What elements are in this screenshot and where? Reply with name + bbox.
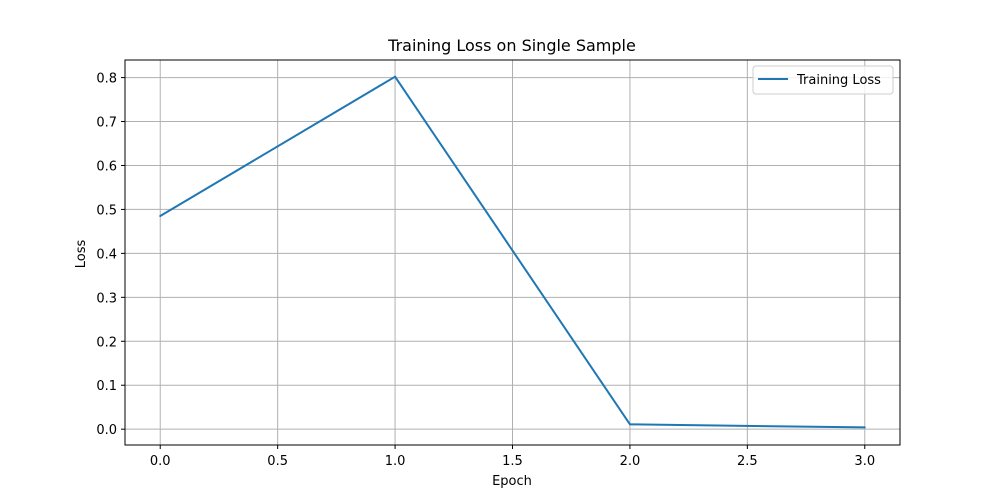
legend: Training Loss [752,65,894,95]
chart-title: Training Loss on Single Sample [387,36,636,55]
data-point [159,215,162,218]
y-tick-label: 0.6 [96,159,117,174]
data-point [628,423,631,426]
y-tick-label: 0.5 [96,203,117,218]
x-tick-label: 3.0 [854,454,875,469]
x-axis-label: Epoch [492,474,532,489]
y-axis: 0.0 0.1 0.2 0.3 0.4 0.5 0.6 0.7 0.8 [96,72,125,438]
x-tick-label: 1.0 [385,454,406,469]
plot-area [124,59,901,446]
x-tick-label: 0.5 [267,454,288,469]
series-layer [159,75,866,429]
y-tick-label: 0.0 [96,423,117,438]
y-tick-label: 0.8 [96,72,117,87]
y-tick-label: 0.7 [96,116,117,131]
data-point [394,75,397,78]
y-tick-label: 0.1 [96,379,117,394]
x-tick-label: 2.0 [620,454,641,469]
series-line-training-loss [159,75,865,429]
y-tick-label: 0.2 [96,335,117,350]
x-axis: 0.0 0.5 1.0 1.5 2.0 2.5 3.0 [150,445,875,469]
x-tick-label: 2.5 [737,454,758,469]
x-tick-label: 1.5 [502,454,523,469]
y-axis-label: Loss [74,240,89,269]
y-tick-label: 0.3 [96,291,117,306]
legend-label-training-loss: Training Loss [796,73,881,88]
legend-box [752,65,894,95]
y-tick-label: 0.4 [96,247,117,262]
data-point [863,426,866,429]
x-tick-label: 0.0 [150,454,171,469]
